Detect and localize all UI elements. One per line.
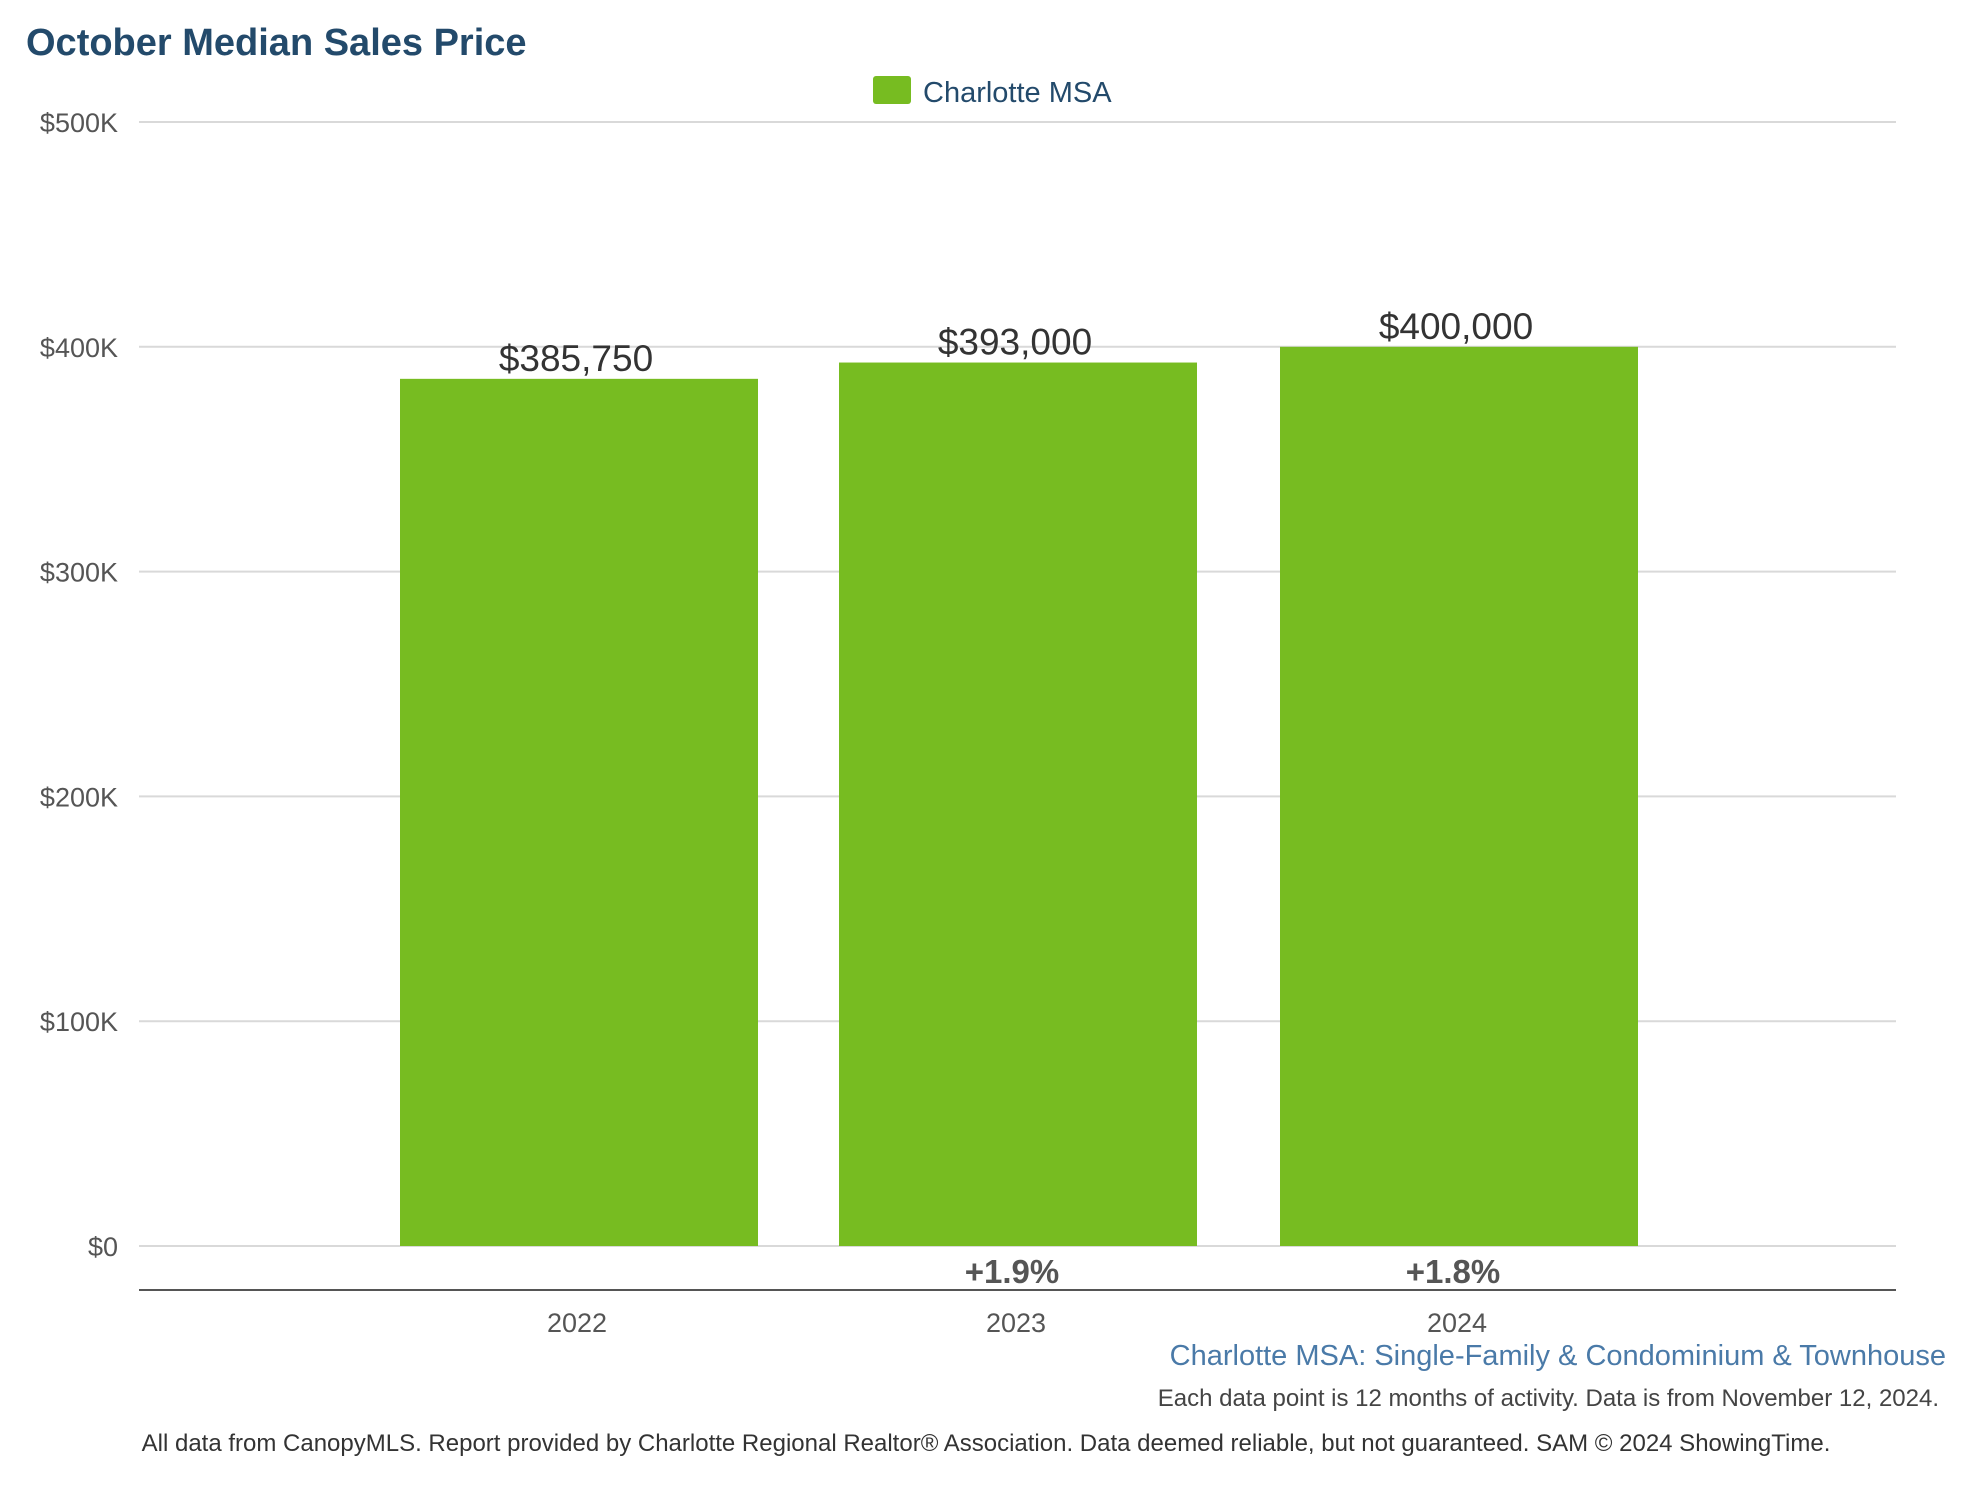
data-note: Each data point is 12 months of activity…	[1157, 1385, 1939, 1412]
bar-value-labels: $385,750 $393,000 $400,000	[499, 306, 1533, 379]
bar-chart: Charlotte MSA $0 $100K $200K $300K $400K $500…	[40, 76, 1896, 1338]
change-label: +1.8%	[1406, 1253, 1501, 1290]
x-tick-label: 2024	[1427, 1308, 1487, 1338]
x-axis: 2022 2023 2024	[139, 1289, 1896, 1338]
legend-label: Charlotte MSA	[923, 77, 1112, 109]
x-tick-label: 2023	[986, 1308, 1046, 1338]
y-tick-label: $400K	[40, 333, 118, 363]
bar-value-label: $393,000	[938, 322, 1092, 363]
chart-subtitle: Charlotte MSA: Single-Family & Condomini…	[1169, 1340, 1946, 1372]
bar-value-label: $400,000	[1379, 306, 1533, 347]
bars	[400, 346, 1638, 1247]
y-tick-label: $300K	[40, 558, 118, 588]
y-axis: $0 $100K $200K $300K $400K $500K	[40, 108, 118, 1262]
bar-value-label: $385,750	[499, 338, 653, 379]
source-credit: All data from CanopyMLS. Report provided…	[141, 1430, 1831, 1457]
legend-swatch	[873, 76, 911, 104]
change-label: +1.9%	[965, 1253, 1060, 1290]
y-tick-label: $200K	[40, 782, 118, 812]
legend: Charlotte MSA	[873, 76, 1112, 109]
y-tick-label: $500K	[40, 108, 118, 138]
bar-2024	[1280, 346, 1638, 1246]
x-tick-label: 2022	[547, 1308, 607, 1338]
y-tick-label: $0	[88, 1232, 118, 1262]
bar-2023	[839, 362, 1197, 1246]
y-tick-label: $100K	[40, 1007, 118, 1037]
bar-2022	[400, 378, 758, 1247]
chart-title: October Median Sales Price	[26, 22, 527, 64]
change-labels: +1.9% +1.8%	[965, 1253, 1501, 1290]
